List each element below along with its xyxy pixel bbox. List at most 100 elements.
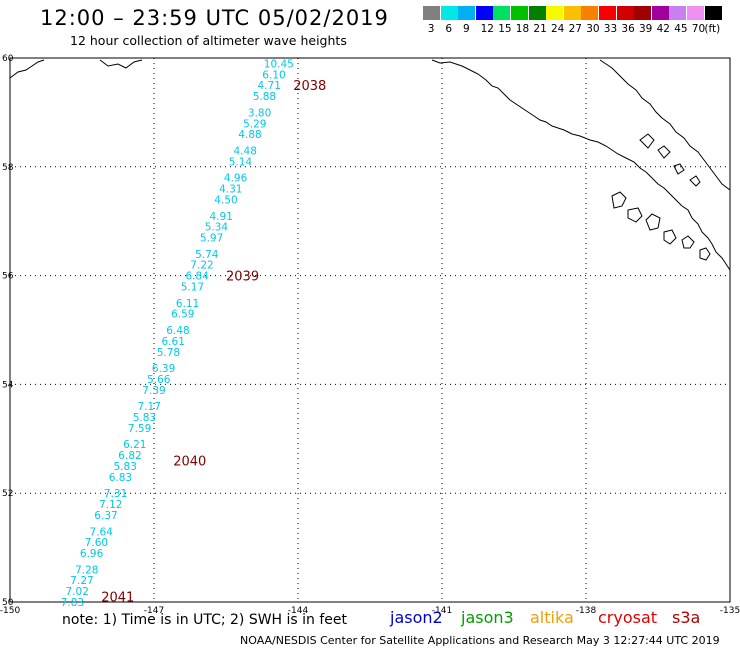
coastline-island (611, 191, 627, 209)
color-swatch (511, 6, 528, 20)
swh-value-label: 7.17 (138, 401, 161, 413)
coastline-island (699, 247, 711, 261)
swh-value-label: 6.59 (171, 309, 194, 321)
swh-value-label: 4.91 (210, 211, 233, 223)
swh-value-label: 7.27 (70, 575, 93, 587)
swh-value-label: 6.96 (80, 548, 104, 560)
swh-value-label: 6.21 (123, 439, 146, 451)
swh-value-label: 4.50 (214, 194, 237, 206)
lon-tick-label: -147 (144, 606, 164, 616)
coastline-island (639, 133, 655, 149)
color-scale-label: 6 (445, 23, 453, 35)
swh-value-label: 5.66 (147, 374, 171, 386)
color-swatch (616, 6, 634, 20)
lat-tick-label: 60 (2, 54, 14, 64)
color-swatch (687, 6, 704, 20)
swh-value-label: 5.14 (229, 156, 253, 168)
coastline-island (681, 235, 695, 249)
page-subtitle: 12 hour collection of altimeter wave hei… (70, 33, 347, 48)
lon-tick-label: -138 (576, 606, 597, 616)
swh-value-label: 5.83 (133, 412, 156, 424)
legend-item-altika: altika (530, 608, 574, 627)
swh-value-label: 7.02 (66, 586, 89, 598)
page-title: 12:00 – 23:59 UTC 05/02/2019 (40, 6, 389, 30)
swh-value-label: 6.82 (118, 450, 141, 462)
swh-value-label: 4.88 (238, 129, 261, 141)
swh-value-label: 7.64 (90, 526, 114, 538)
swh-value-label: 5.17 (181, 281, 204, 293)
map-frame (9, 57, 731, 603)
coastline-island (627, 207, 643, 223)
swh-value-label: 6.48 (166, 325, 189, 337)
color-scale-label: 70 (691, 23, 706, 35)
lon-tick-label: -141 (432, 606, 452, 616)
credit-line: NOAA/NESDIS Center for Satellite Applica… (240, 634, 720, 647)
color-scale-label: 24 (551, 23, 565, 35)
time-label: 2040 (173, 455, 206, 470)
swh-value-label: 7.39 (142, 385, 165, 397)
swh-value-label: 7.83 (61, 597, 84, 609)
color-scale-label: 33 (603, 23, 618, 35)
color-scale-label: 18 (515, 23, 530, 35)
color-swatch (458, 6, 476, 20)
lat-tick-label: 54 (2, 380, 14, 390)
color-swatch (634, 6, 652, 20)
coastline-island (673, 163, 685, 175)
color-scale-label: 9 (463, 23, 470, 35)
color-scale-label: 15 (498, 23, 512, 35)
color-scale-label: 45 (674, 23, 688, 35)
swh-value-label: 5.74 (195, 249, 219, 261)
color-scale-label: (ft) (704, 23, 721, 35)
time-label: 2038 (293, 79, 326, 94)
time-label: 2041 (101, 591, 134, 606)
swh-value-label: 6.10 (262, 69, 285, 81)
swh-value-label: 4.48 (234, 145, 257, 157)
swh-value-label: 6.39 (152, 363, 175, 375)
legend-item-s3a: s3a (672, 608, 701, 627)
color-scale-label: 39 (639, 23, 653, 35)
swh-value-label: 6.37 (94, 510, 117, 522)
swh-value-label: 5.78 (157, 347, 180, 359)
color-swatch (528, 6, 546, 20)
color-scale-label: 3 (427, 23, 435, 35)
swh-value-label: 10.45 (264, 58, 294, 70)
legend-item-jason3: jason3 (461, 608, 514, 627)
lat-tick-label: 56 (2, 272, 14, 282)
color-scale-label: 36 (621, 23, 635, 35)
swh-value-label: 4.71 (258, 80, 281, 92)
legend-item-jason2: jason2 (390, 608, 443, 627)
swh-value-label: 5.29 (243, 118, 266, 130)
color-swatch (423, 6, 440, 20)
swh-value-label: 7.59 (128, 423, 151, 435)
lat-tick-label: 58 (2, 163, 14, 173)
color-scale-label: 12 (480, 23, 494, 35)
lon-tick-label: -150 (0, 606, 20, 616)
coastline-mainland (431, 59, 731, 271)
swh-value-label: 6.11 (176, 298, 199, 310)
color-swatch (704, 6, 722, 20)
coastline-west (9, 59, 143, 79)
coastline-island (657, 145, 671, 159)
color-swatch (440, 6, 458, 20)
color-swatch (475, 6, 493, 20)
swh-value-label: 6.83 (109, 472, 132, 484)
coastline-island (663, 229, 677, 245)
time-label: 2039 (226, 270, 259, 285)
swh-value-label: 7.28 (75, 564, 98, 576)
swh-value-label: 7.22 (190, 260, 213, 272)
color-scale-label: 42 (656, 23, 670, 35)
swh-value-label: 7.12 (99, 499, 122, 511)
lon-tick-label: -144 (288, 606, 309, 616)
coastline-island (645, 213, 661, 231)
color-swatch (546, 6, 564, 20)
swh-value-label: 4.31 (219, 184, 242, 196)
color-swatch (581, 6, 599, 20)
color-swatch (563, 6, 581, 20)
lon-tick-label: -135 (720, 606, 740, 616)
swh-value-label: 3.80 (248, 107, 271, 119)
swh-value-label: 5.88 (253, 91, 276, 103)
color-swatch (669, 6, 687, 20)
legend-item-cryosat: cryosat (598, 608, 658, 627)
swh-value-label: 7.60 (85, 537, 108, 549)
